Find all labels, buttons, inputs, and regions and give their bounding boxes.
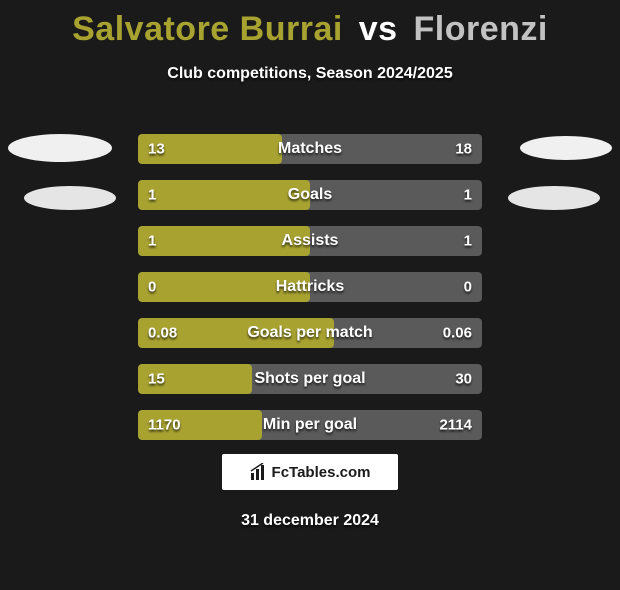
bar-label: Matches <box>138 140 482 158</box>
bar-row: 1Assists1 <box>138 226 482 256</box>
bar-row: 15Shots per goal30 <box>138 364 482 394</box>
decor-ellipse <box>520 136 612 160</box>
bar-value-right: 18 <box>455 141 472 158</box>
chart-icon <box>250 463 268 481</box>
bar-row: 0.08Goals per match0.06 <box>138 318 482 348</box>
bar-value-right: 2114 <box>439 417 472 434</box>
decor-ellipse <box>24 186 116 210</box>
bar-label: Shots per goal <box>138 370 482 388</box>
bar-row: 0Hattricks0 <box>138 272 482 302</box>
vs-label: vs <box>359 10 398 48</box>
bar-value-right: 0 <box>464 279 472 296</box>
decor-ellipse <box>508 186 600 210</box>
page-title: Salvatore Burrai vs Florenzi <box>0 10 620 49</box>
date-label: 31 december 2024 <box>0 512 620 530</box>
bar-value-right: 1 <box>464 233 472 250</box>
bar-row: 1Goals1 <box>138 180 482 210</box>
bar-label: Assists <box>138 232 482 250</box>
bar-row: 1170Min per goal2114 <box>138 410 482 440</box>
bar-value-right: 1 <box>464 187 472 204</box>
bar-value-right: 30 <box>455 371 472 388</box>
bar-label: Goals per match <box>138 324 482 342</box>
player2-name: Florenzi <box>414 10 548 48</box>
player1-name: Salvatore Burrai <box>72 10 343 48</box>
watermark-text: FcTables.com <box>272 464 371 481</box>
subtitle: Club competitions, Season 2024/2025 <box>0 65 620 83</box>
bar-label: Min per goal <box>138 416 482 434</box>
bar-label: Hattricks <box>138 278 482 296</box>
watermark: FcTables.com <box>222 454 398 490</box>
comparison-bars: 13Matches181Goals11Assists10Hattricks00.… <box>138 134 482 456</box>
bar-row: 13Matches18 <box>138 134 482 164</box>
decor-ellipse <box>8 134 112 162</box>
bar-value-right: 0.06 <box>443 325 472 342</box>
bar-label: Goals <box>138 186 482 204</box>
